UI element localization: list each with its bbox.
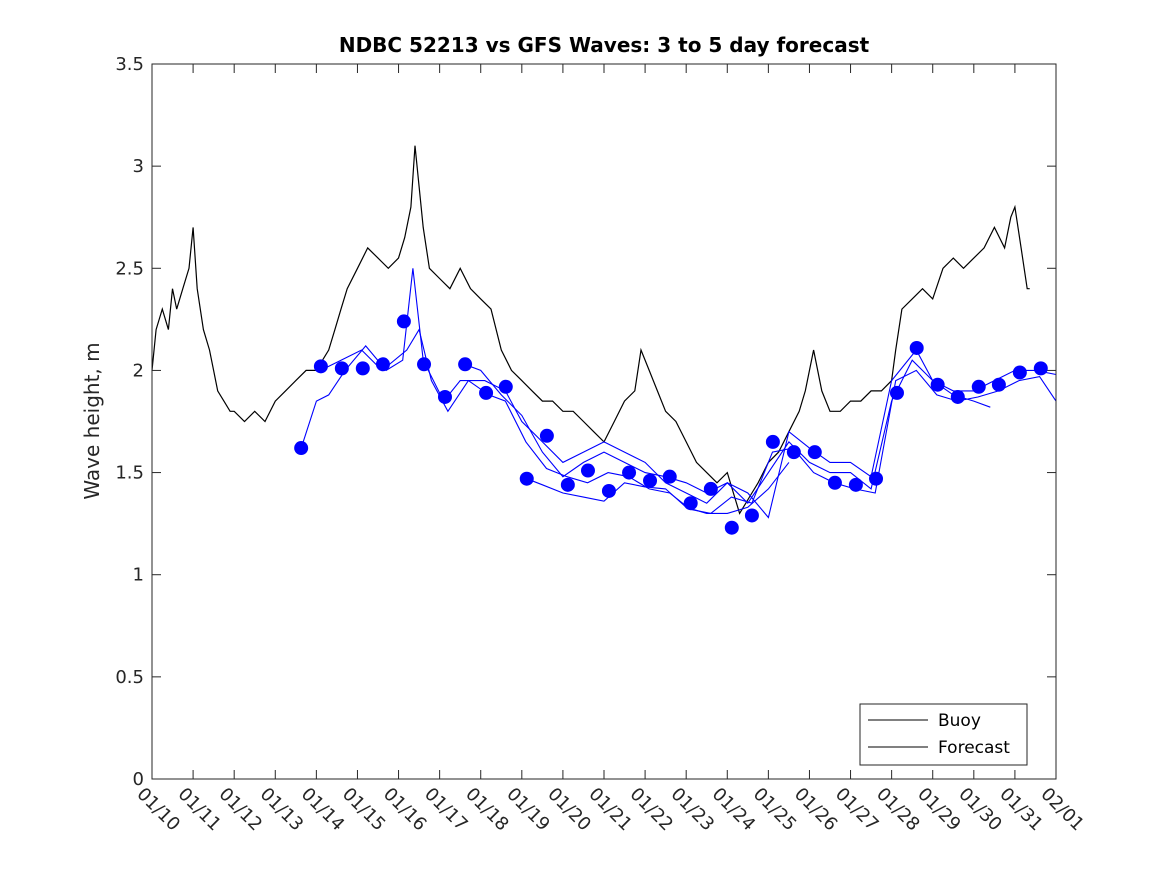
chart-title: NDBC 52213 vs GFS Waves: 3 to 5 day fore… <box>339 33 870 57</box>
forecast-point <box>355 361 370 376</box>
y-tick-label: 3.5 <box>115 54 144 75</box>
forecast-point <box>294 441 309 456</box>
forecast-point <box>1012 365 1027 380</box>
forecast-point <box>313 359 328 374</box>
y-tick-label: 0 <box>133 769 144 790</box>
forecast-point <box>950 389 965 404</box>
forecast-point <box>765 434 780 449</box>
buoy-series-line <box>151 145 1030 515</box>
forecast-point <box>560 477 575 492</box>
forecast-point <box>396 314 411 329</box>
forecast-point <box>991 377 1006 392</box>
forecast-series-line-1 <box>300 268 1057 505</box>
forecast-point <box>971 379 986 394</box>
forecast-point <box>1033 361 1048 376</box>
y-tick-label: 0.5 <box>115 667 144 688</box>
forecast-point <box>848 477 863 492</box>
plot-frame <box>151 63 1057 780</box>
forecast-point <box>683 496 698 511</box>
y-axis-label: Wave height, m <box>80 342 104 499</box>
forecast-point <box>930 377 945 392</box>
forecast-point <box>498 379 513 394</box>
forecast-point <box>580 463 595 478</box>
forecast-point <box>744 508 759 523</box>
forecast-point <box>417 357 432 372</box>
forecast-point <box>601 483 616 498</box>
forecast-point <box>519 471 534 486</box>
forecast-point <box>458 357 473 372</box>
legend-box <box>859 703 1028 766</box>
forecast-point <box>703 481 718 496</box>
legend-buoy-label: Buoy <box>938 711 981 731</box>
legend: Buoy Forecast <box>859 703 1028 766</box>
y-tick-label: 3 <box>133 156 144 177</box>
forecast-point <box>909 340 924 355</box>
forecast-point <box>827 475 842 490</box>
forecast-point <box>643 473 658 488</box>
legend-forecast-label: Forecast <box>938 738 1010 758</box>
forecast-point <box>807 445 822 460</box>
forecast-point <box>869 471 884 486</box>
forecast-point <box>662 469 677 484</box>
forecast-point <box>622 465 637 480</box>
y-tick-label: 2.5 <box>115 258 144 279</box>
plot-background <box>152 64 1056 779</box>
forecast-point <box>437 389 452 404</box>
forecast-point <box>334 361 349 376</box>
forecast-point <box>539 428 554 443</box>
forecast-point <box>375 357 390 372</box>
forecast-point <box>479 385 494 400</box>
forecast-point <box>786 445 801 460</box>
forecast-series-line-4 <box>464 349 991 519</box>
y-tick-label: 1.5 <box>115 463 144 484</box>
forecast-point <box>889 385 904 400</box>
y-tick-label: 1 <box>133 565 144 586</box>
forecast-point <box>724 520 739 535</box>
y-tick-label: 2 <box>133 360 144 381</box>
forecast-series-line-3 <box>526 462 790 514</box>
